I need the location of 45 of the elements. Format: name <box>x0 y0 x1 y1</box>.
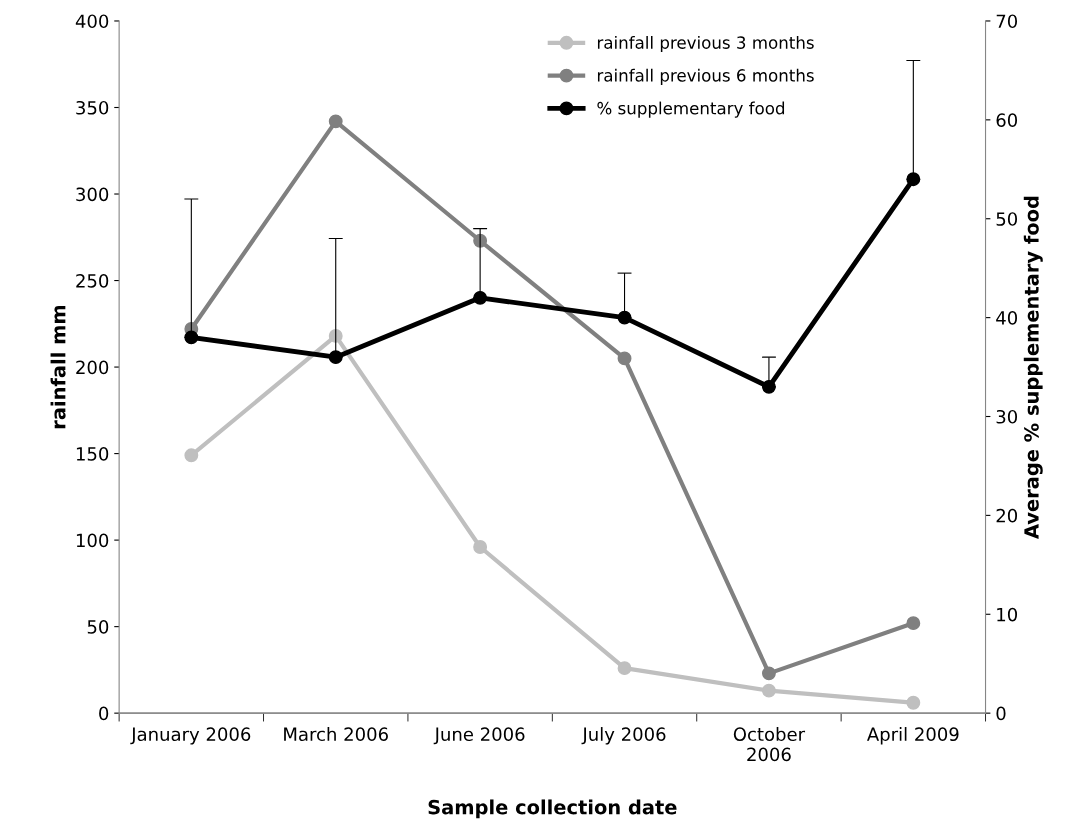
point <box>761 666 776 681</box>
y-tick-label: 150 <box>76 447 109 461</box>
point <box>473 290 488 305</box>
y2-tick-label: 30 <box>996 409 1018 424</box>
point <box>184 448 199 463</box>
point <box>906 695 921 710</box>
y-tick-label: 100 <box>76 533 109 548</box>
y-tick-label: 400 <box>75 14 109 29</box>
point <box>617 661 632 676</box>
point <box>617 310 632 325</box>
y-tick-label: 250 <box>76 274 109 288</box>
legend-label: rainfall previous 3 months <box>597 35 814 53</box>
x-tick-label: July 2006 <box>581 727 666 745</box>
y-axis-title: rainfall mm <box>50 305 66 429</box>
x-axis-title: Sample collection date <box>428 799 677 819</box>
point <box>906 616 921 631</box>
y2-tick-label: 60 <box>996 113 1018 127</box>
y2-tick-label: 70 <box>996 14 1018 29</box>
point <box>184 330 199 345</box>
point <box>906 172 921 187</box>
y2-tick-label: 40 <box>996 311 1018 325</box>
y-tick-label: 0 <box>99 706 109 721</box>
x-tick-label: April 2009 <box>866 727 959 745</box>
legend-label: rainfall previous 6 months <box>597 68 814 85</box>
y2-tick-label: 0 <box>996 706 1006 721</box>
point <box>617 351 632 366</box>
y-tick-label: 300 <box>76 187 109 202</box>
point <box>761 683 776 698</box>
y2-tick-label: 50 <box>996 212 1018 226</box>
x-tick-label: October 2006 <box>733 727 806 762</box>
point <box>761 379 776 394</box>
point <box>328 350 343 365</box>
y2-axis-title: Average % supplementary food <box>1023 196 1043 539</box>
y-tick-label: 200 <box>76 360 109 375</box>
y2-tick-label: 10 <box>997 607 1018 622</box>
y-tick-label: 50 <box>87 620 109 634</box>
x-tick-label: January 2006 <box>130 727 251 745</box>
point <box>328 114 343 129</box>
point <box>328 328 343 343</box>
x-tick-label: June 2006 <box>433 727 525 745</box>
y-tick-label: 350 <box>76 100 109 115</box>
legend-label: % supplementary food <box>597 101 785 118</box>
y2-tick-label: 20 <box>996 508 1018 523</box>
x-tick-label: March 2006 <box>284 727 388 742</box>
point <box>473 540 488 554</box>
